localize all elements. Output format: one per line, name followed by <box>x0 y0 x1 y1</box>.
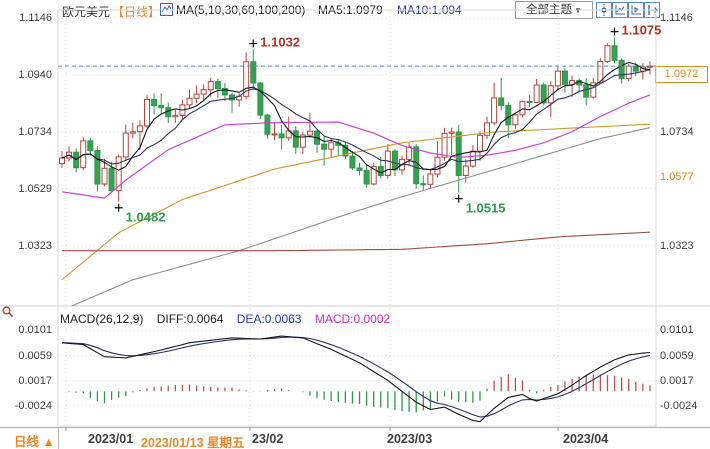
macd-axis-label: 0.0059 <box>660 350 694 362</box>
month-label: 2023/01 <box>88 432 134 446</box>
macd-axis-label: -0.0024 <box>660 400 698 412</box>
triangle-up-icon: ▲ <box>42 435 55 449</box>
price-axis-label: 1.0940 <box>18 69 52 81</box>
grid-layer <box>0 9 710 431</box>
svg-text:1.0482: 1.0482 <box>126 210 166 225</box>
macd-name-label: MACD(26,12,9) <box>60 312 144 326</box>
month-label: 2023/03 <box>387 432 433 446</box>
symbol-title: 欧元美元 <box>62 5 111 19</box>
magnifier-icon[interactable] <box>1 305 14 319</box>
marker-layer: 1.0482 1.1032 1.0515 1.1075 <box>114 23 662 225</box>
orange-level-label: 1.0577 <box>660 171 694 183</box>
macd-axis-label: -0.0024 <box>14 400 52 412</box>
macd-axis-label: 0.0101 <box>18 324 52 336</box>
price-axis-label: 1.0529 <box>18 183 52 195</box>
macd-axis-label: 0.0101 <box>660 324 694 336</box>
macd-dea-label: DEA:0.0063 <box>236 312 302 326</box>
price-axis-label: 1.0323 <box>660 240 694 252</box>
step-forward-icon[interactable] <box>644 2 660 18</box>
price-axis-label: 1.0323 <box>18 240 52 252</box>
crosshair-icon[interactable] <box>596 2 612 18</box>
period-tag: 【日线】 <box>112 5 161 19</box>
theme-select-button[interactable]: 全部主题 ▼ <box>515 1 593 19</box>
candle-layer <box>59 37 653 202</box>
svg-text:1.1032: 1.1032 <box>260 35 300 50</box>
theme-select-label: 全部主题 <box>526 4 573 16</box>
period-label: 日线 <box>14 435 40 449</box>
macd-layer <box>61 335 651 423</box>
period-selector[interactable]: 日线 ▲ <box>14 431 55 449</box>
price-axis-label: 1.1146 <box>19 12 52 24</box>
price-axis-label: 1.0734 <box>18 126 52 138</box>
ma10-value-label: MA10:1.094 <box>397 3 462 17</box>
ma-settings-label: MA(5,10,30,60,100,200) <box>176 3 306 17</box>
axes-play-icon[interactable] <box>628 2 644 18</box>
macd-axis-label: 0.0017 <box>660 375 694 387</box>
price-axis-label: 1.1146 <box>660 12 693 24</box>
current-price-box: 1.0972 <box>655 66 708 83</box>
macd-macd-label: MACD:0.0002 <box>314 312 391 326</box>
chevron-down-icon: ▼ <box>574 6 582 15</box>
axes-chart-icon[interactable] <box>612 2 628 18</box>
time-axis-bar: 日线 ▲ 2023/01 2023/01/13 星期五 23/02 2023/0… <box>0 427 710 449</box>
chart-header: 欧元美元 【日线】 MA(5,10,30,60,100,200) MA5:1.0… <box>0 0 710 20</box>
indicator-chart-icon <box>160 3 173 16</box>
month-label: 23/02 <box>252 432 284 446</box>
macd-indicator-header: MACD(26,12,9) DIFF:0.0064 DEA:0.0063 MAC… <box>60 312 400 326</box>
macd-diff-label: DIFF:0.0064 <box>156 312 224 326</box>
selected-date-label: 2023/01/13 星期五 <box>141 436 245 449</box>
price-axis-label: 1.0734 <box>660 126 694 138</box>
ma5-value-label: MA5:1.0979 <box>318 3 383 17</box>
macd-axis-label: 0.0017 <box>18 375 52 387</box>
svg-text:1.0515: 1.0515 <box>466 201 506 216</box>
svg-text:1.1075: 1.1075 <box>622 23 662 38</box>
macd-axis-label: 0.0059 <box>18 350 52 362</box>
timebar-divider <box>58 428 59 449</box>
month-label: 2023/04 <box>563 432 609 446</box>
